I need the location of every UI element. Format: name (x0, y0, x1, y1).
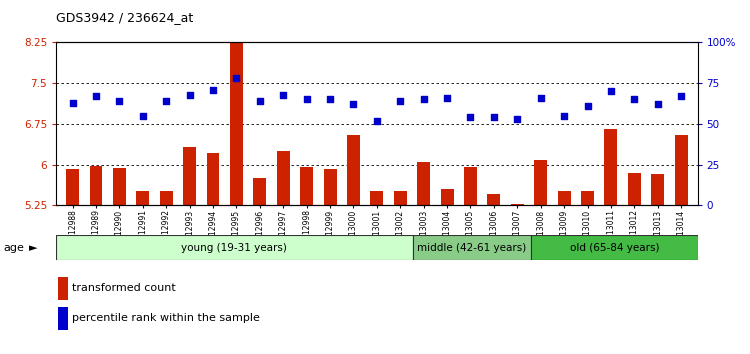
Bar (558, 191, 571, 205)
Bar (675, 135, 688, 205)
Bar (651, 175, 664, 205)
Bar (66, 169, 79, 205)
Text: middle (42-61 years): middle (42-61 years) (417, 243, 526, 253)
Point (512, 116, 524, 122)
Bar (413, 235, 531, 260)
Point (441, 95, 453, 101)
Text: GDS3942 / 236624_at: GDS3942 / 236624_at (56, 11, 194, 24)
Point (67, 100, 79, 105)
Bar (254, 178, 266, 205)
Bar (58, 277, 68, 299)
Point (488, 115, 500, 120)
Point (370, 118, 382, 124)
Point (535, 95, 547, 101)
Bar (581, 191, 594, 205)
Bar (89, 166, 103, 205)
Point (675, 93, 687, 99)
Point (90, 93, 102, 99)
Point (184, 92, 196, 97)
Bar (277, 151, 290, 205)
Point (278, 92, 290, 97)
Point (581, 103, 593, 109)
Bar (56, 235, 412, 260)
Point (558, 113, 570, 119)
Point (324, 97, 336, 102)
Bar (206, 153, 220, 205)
Point (160, 98, 172, 104)
Bar (604, 129, 617, 205)
Point (394, 98, 406, 104)
Text: young (19-31 years): young (19-31 years) (182, 243, 287, 253)
Text: age: age (4, 243, 25, 253)
Bar (113, 169, 126, 205)
Bar (347, 135, 360, 205)
Point (418, 97, 430, 102)
Point (628, 97, 640, 102)
Bar (488, 194, 500, 205)
Bar (417, 162, 430, 205)
Point (301, 97, 313, 102)
Bar (511, 204, 524, 205)
Bar (394, 191, 406, 205)
Bar (136, 191, 149, 205)
Bar (160, 191, 172, 205)
Point (254, 98, 266, 104)
Bar (230, 37, 243, 205)
Bar (300, 167, 313, 205)
Point (136, 113, 148, 119)
Bar (58, 307, 68, 330)
Bar (441, 189, 454, 205)
Point (652, 102, 664, 107)
Text: ►: ► (28, 243, 37, 253)
Point (113, 98, 125, 104)
Text: percentile rank within the sample: percentile rank within the sample (72, 313, 260, 323)
Bar (324, 169, 337, 205)
Bar (534, 160, 548, 205)
Point (347, 102, 359, 107)
Point (605, 88, 617, 94)
Bar (628, 173, 640, 205)
Point (230, 75, 242, 81)
Point (207, 87, 219, 92)
Bar (464, 167, 477, 205)
Bar (531, 235, 698, 260)
Text: transformed count: transformed count (72, 283, 176, 293)
Bar (370, 191, 383, 205)
Point (464, 115, 476, 120)
Bar (183, 147, 196, 205)
Text: old (65-84 years): old (65-84 years) (570, 243, 659, 253)
